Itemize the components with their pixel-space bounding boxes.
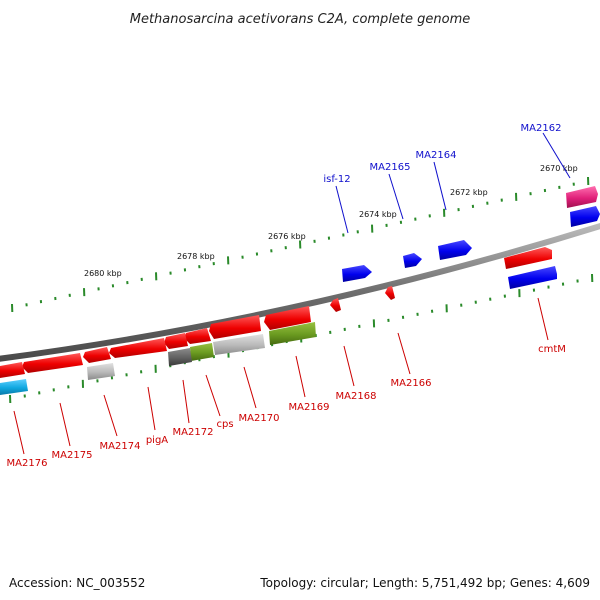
leader-ma2162 bbox=[542, 132, 571, 179]
gene-ma2166[interactable] bbox=[385, 286, 395, 300]
kbp-label-2670: 2670 kbp bbox=[540, 164, 578, 173]
gene-ma2164[interactable] bbox=[438, 240, 472, 260]
genome-summary-text: Topology: circular; Length: 5,751,492 bp… bbox=[259, 576, 590, 590]
gene-cps[interactable] bbox=[184, 328, 211, 344]
gene-ma2172-b[interactable] bbox=[168, 348, 192, 366]
leader-ma2174 bbox=[103, 394, 118, 437]
genes-reverse-right bbox=[330, 247, 557, 312]
gene-ma2170-b[interactable] bbox=[213, 334, 265, 355]
gene-labels-bottom: cmtM MA2166 MA2168 MA2169 MA2170 cps MA2… bbox=[7, 344, 566, 469]
leader-ma2169 bbox=[295, 355, 306, 398]
kbp-label-2678: 2678 kbp bbox=[177, 252, 215, 261]
label-ma2175[interactable]: MA2175 bbox=[52, 450, 93, 461]
leader-lines-bottom bbox=[13, 297, 549, 455]
genome-backbone bbox=[0, 222, 600, 362]
genes-forward-outer bbox=[342, 186, 600, 282]
genes-reverse-left bbox=[0, 306, 316, 395]
ruler-labels: 2680 kbp 2678 kbp 2676 kbp 2674 kbp 2672… bbox=[84, 164, 578, 278]
accession-text: Accession: NC_003552 bbox=[9, 576, 145, 590]
gene-labels-top: MA2162 MA2164 MA2165 isf-12 bbox=[323, 123, 561, 185]
map-title: Methanosarcina acetivorans C2A, complete… bbox=[130, 12, 471, 27]
label-cmtm[interactable]: cmtM bbox=[538, 344, 566, 355]
label-piga[interactable]: pigA bbox=[146, 435, 168, 446]
gene-ma2175[interactable] bbox=[22, 353, 83, 373]
leader-piga bbox=[147, 386, 156, 431]
leader-cmtm bbox=[537, 297, 549, 341]
leader-ma2164 bbox=[433, 161, 447, 211]
gene-ma2174[interactable] bbox=[83, 347, 111, 363]
gene-ma2168[interactable] bbox=[330, 298, 341, 312]
label-ma2162[interactable]: MA2162 bbox=[521, 123, 562, 134]
kbp-label-2674: 2674 kbp bbox=[359, 210, 397, 219]
label-ma2168[interactable]: MA2168 bbox=[336, 391, 377, 402]
gene-isf-12[interactable] bbox=[342, 265, 372, 282]
gene-cmtm-a[interactable] bbox=[504, 247, 552, 269]
gene-piga[interactable] bbox=[109, 338, 167, 358]
kbp-label-2676: 2676 kbp bbox=[268, 232, 306, 241]
gene-ma2162[interactable] bbox=[566, 186, 598, 208]
kbp-label-2672: 2672 kbp bbox=[450, 188, 488, 197]
gene-ma2163[interactable] bbox=[570, 206, 600, 227]
label-ma2170[interactable]: MA2170 bbox=[239, 413, 280, 424]
gene-ma2174-b[interactable] bbox=[87, 363, 115, 380]
label-ma2176[interactable]: MA2176 bbox=[7, 458, 48, 469]
kbp-label-2680: 2680 kbp bbox=[84, 269, 122, 278]
gene-ma2165[interactable] bbox=[403, 253, 422, 268]
gene-ma2169-b[interactable] bbox=[269, 322, 316, 345]
gene-ma2170[interactable] bbox=[209, 315, 261, 339]
leader-ma2170 bbox=[243, 366, 257, 409]
label-cps[interactable]: cps bbox=[216, 419, 233, 430]
leader-ma2172 bbox=[182, 379, 190, 424]
gene-cmtm[interactable] bbox=[508, 266, 557, 289]
gene-cps-b[interactable] bbox=[190, 343, 214, 361]
gene-ma2172[interactable] bbox=[164, 333, 188, 349]
leader-ma2165 bbox=[388, 173, 404, 220]
leader-ma2175 bbox=[59, 402, 71, 447]
leader-cps bbox=[205, 374, 221, 417]
leader-ma2166 bbox=[397, 332, 411, 375]
label-isf-12[interactable]: isf-12 bbox=[323, 174, 350, 185]
label-ma2164[interactable]: MA2164 bbox=[416, 150, 457, 161]
leader-isf-12 bbox=[335, 185, 349, 234]
leader-lines-top bbox=[335, 132, 571, 234]
gene-ma2176-b[interactable] bbox=[0, 379, 28, 395]
label-ma2172[interactable]: MA2172 bbox=[173, 427, 214, 438]
label-ma2166[interactable]: MA2166 bbox=[391, 378, 432, 389]
gene-ma2176[interactable] bbox=[0, 362, 25, 378]
label-ma2165[interactable]: MA2165 bbox=[370, 162, 411, 173]
leader-ma2168 bbox=[343, 345, 355, 387]
label-ma2174[interactable]: MA2174 bbox=[100, 441, 141, 452]
leader-ma2176 bbox=[13, 410, 25, 455]
label-ma2169[interactable]: MA2169 bbox=[289, 402, 330, 413]
gene-ma2169[interactable] bbox=[264, 306, 311, 330]
